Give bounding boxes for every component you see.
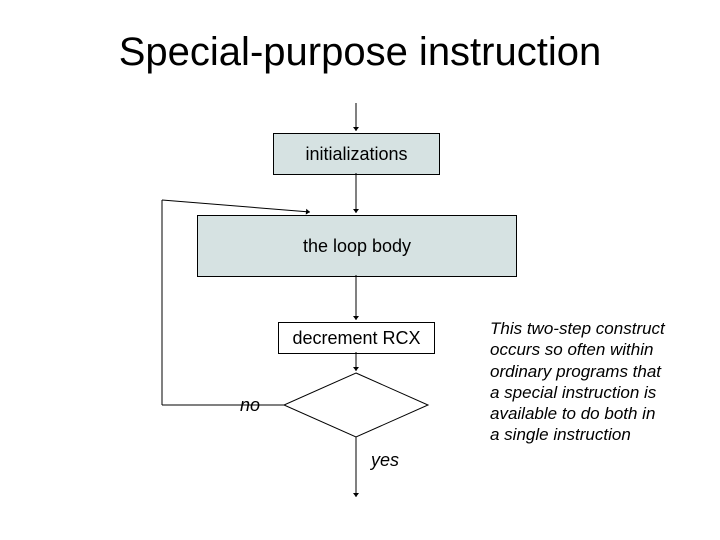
annotation-text: This two-step construct occurs so often … <box>490 318 665 446</box>
node-label: the loop body <box>303 236 411 257</box>
page-title: Special-purpose instruction <box>0 30 720 75</box>
annotation-line: This two-step construct <box>490 318 665 339</box>
node-label: decrement RCX <box>292 328 420 349</box>
slide: { "title": { "text": "Special-purpose in… <box>0 0 720 540</box>
node-decrement: decrement RCX <box>278 322 435 354</box>
annotation-line: ordinary programs that <box>490 361 665 382</box>
annotation-line: available to do both in <box>490 403 665 424</box>
node-initializations: initializations <box>273 133 440 175</box>
node-loop-body: the loop body <box>197 215 517 277</box>
annotation-line: a special instruction is <box>490 382 665 403</box>
edge-label-yes: yes <box>371 450 399 471</box>
node-label: initializations <box>305 144 407 165</box>
edge-label-no: no <box>240 395 260 416</box>
annotation-line: occurs so often within <box>490 339 665 360</box>
annotation-line: a single instruction <box>490 424 665 445</box>
node-decision-label: RCX == 0? <box>286 394 426 415</box>
